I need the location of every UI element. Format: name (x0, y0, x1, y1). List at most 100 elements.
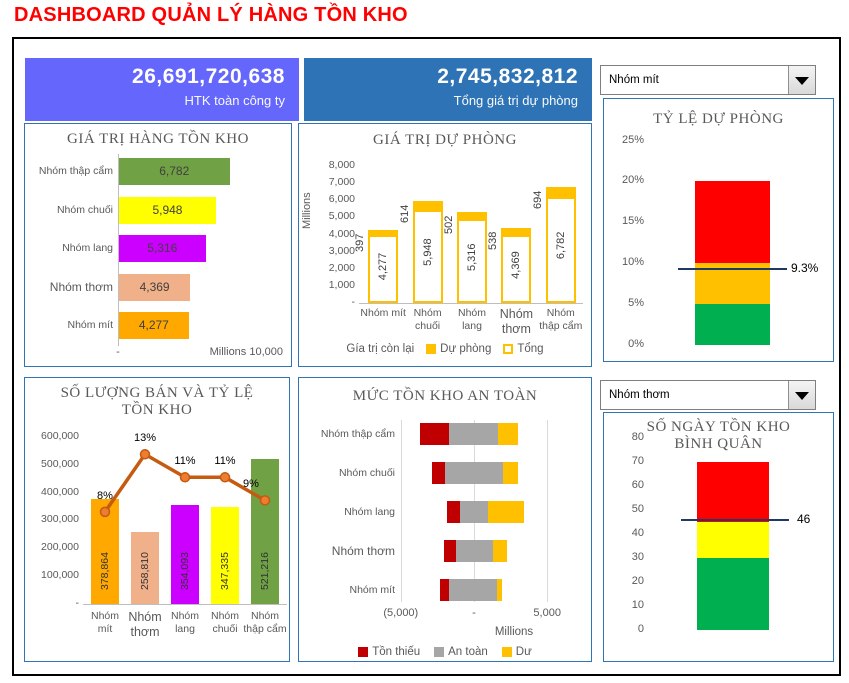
du-phong-value-label: 694 (531, 190, 544, 209)
combo-plot-area: 600,000 500,000 400,000 300,000 200,000 100,0… (25, 378, 289, 661)
y-tick-label: 15% (621, 215, 644, 228)
bar: 378,864 (91, 498, 119, 604)
legend-item: An toàn (434, 646, 488, 658)
y-tick-label: 100,000 (41, 569, 79, 582)
x-category-label: Nhóm chuối (413, 307, 442, 332)
chart-title: SỐ NGÀY TỒN KHO BÌNH QUÂN (646, 419, 791, 453)
safety-plot-area: Nhóm thập cẩm Nhóm chuối Nhóm lang Nhóm thơ… (299, 378, 591, 661)
chevron-down-icon (795, 392, 809, 400)
line-marker (139, 449, 151, 460)
kpi-htk-label: HTK toàn công ty (184, 93, 285, 108)
x-category-label: Nhóm lang (457, 307, 486, 332)
segment-du (498, 423, 518, 445)
htk-plot-area: Nhóm thập cẩm 6,782 Nhóm chuối 5,948 Nhóm la… (25, 124, 291, 366)
kpi-du-phong-value: 2,745,832,812 (437, 65, 578, 88)
y-tick-label: 60 (631, 479, 644, 492)
panel-so-luong-ban: SỐ LƯỢNG BÁN VÀ TỶ LỆ TỒN KHO 600,000 500… (24, 377, 290, 662)
y-tick-label: 10 (631, 599, 644, 612)
tong-value-label: 6,782 (554, 231, 567, 259)
segment-ton-thieu (447, 501, 461, 523)
group-dropdown-top[interactable]: Nhóm mít (600, 65, 816, 95)
legend-item: Tồn thiếu (358, 646, 420, 658)
bar: 4,277 (119, 312, 189, 339)
y-tick-label: 2,000 (328, 261, 355, 274)
bar-value-label: 347,335 (219, 552, 231, 590)
y-tick-label: - (75, 596, 80, 609)
y-axis-line (118, 154, 119, 346)
y-tick-label: 0% (628, 337, 644, 350)
bar-value-label: 521,216 (259, 552, 271, 590)
panel-ty-le-du-phong: TỶ LỆ DỰ PHÒNG 25% 20% 15% 10% 5% 0% 9.3% (603, 98, 834, 362)
zone-segment (697, 462, 769, 523)
panel-so-ngay-ton-kho: SỐ NGÀY TỒN KHO BÌNH QUÂN 80 70 60 50 40 30 20… (603, 412, 834, 662)
x-tick-label: (5,000) (383, 607, 419, 619)
bar: 5,948 (119, 196, 216, 224)
group-dropdown-bottom[interactable]: Nhóm thơm (600, 380, 816, 410)
legend-label: Tồn thiếu (372, 646, 421, 658)
group-dropdown-top-button[interactable] (788, 66, 815, 94)
segment-an-toan (448, 579, 498, 601)
legend-item: Gía trị còn lại (346, 343, 414, 355)
tong-value-label: 5,948 (421, 238, 434, 266)
category-label: Nhóm lang (62, 242, 113, 254)
x-category-label: Nhóm thập cẩm (243, 610, 287, 635)
bar: 6,782 (119, 158, 230, 185)
legend-item: Dự phòng (426, 343, 491, 355)
x-category-label: Nhóm thơm (128, 610, 162, 639)
bar: 354,093 (171, 505, 199, 604)
y-tick-label: 20% (621, 174, 644, 187)
threshold-line (678, 267, 787, 271)
du-phong-plot-area: Millions 8,000 7,000 6,000 5,000 4,000 3,000 2,… (299, 124, 591, 366)
legend-swatch (426, 344, 437, 354)
y-tick-label: 10% (621, 256, 644, 269)
x-axis-right-labels: Millions 10,000 (209, 346, 283, 358)
du-phong-value-label: 397 (354, 233, 367, 252)
threshold-line (681, 518, 789, 522)
y-tick-label: 200,000 (41, 541, 79, 554)
line-value-label: 11% (214, 455, 236, 468)
legend-swatch (358, 647, 369, 657)
chart-title: SỐ LƯỢNG BÁN VÀ TỶ LỆ TỒN KHO (60, 385, 254, 419)
value-label: 4,277 (138, 318, 169, 332)
segment-ton-thieu (443, 540, 456, 562)
group-dropdown-bottom-button[interactable] (788, 381, 815, 409)
panel-muc-ton-kho-an-toan: MỨC TỒN KHO AN TOÀN Nhóm thập cẩm Nhóm ch… (298, 377, 592, 662)
du-phong-segment (459, 213, 485, 221)
bar-value-label: 354,093 (179, 552, 191, 590)
threshold-value-label: 9.3% (791, 260, 819, 275)
y-tick-label: 40 (631, 527, 644, 540)
y-tick-label: 300,000 (41, 513, 79, 526)
segment-du (487, 501, 524, 523)
legend-item: Tổng (503, 343, 544, 355)
y-tick-label: 0 (637, 623, 644, 635)
x-category-label: Nhóm thập cẩm (539, 307, 583, 332)
segment-du (502, 462, 519, 484)
value-label: 5,948 (152, 202, 183, 217)
kpi-card-htk: 26,691,720,638 HTK toàn công ty (25, 58, 299, 121)
line-marker (179, 472, 191, 483)
stacked-bar: 6,782 (545, 186, 576, 303)
segment-du (497, 579, 503, 601)
category-label: Nhóm thơm (331, 544, 395, 558)
chart-title: MỨC TỒN KHO AN TOÀN (352, 388, 538, 404)
y-tick-label: 8,000 (328, 159, 355, 171)
x-category-label: Nhóm thơm (499, 307, 534, 336)
threshold-value-label: 46 (797, 511, 811, 526)
x-category-label: Nhóm lang (170, 610, 199, 635)
y-tick-label: 5,000 (328, 210, 355, 223)
dashboard-frame: 26,691,720,638 HTK toàn công ty 2,745,83… (12, 37, 841, 676)
y-tick-label: 500,000 (41, 457, 79, 470)
du-phong-segment (503, 230, 530, 238)
y-tick-label: 6,000 (328, 193, 355, 206)
segment-an-toan (449, 423, 499, 445)
legend-swatch (434, 647, 445, 657)
y-tick-label: 7,000 (328, 176, 355, 189)
chart-title: GIÁ TRỊ DỰ PHÒNG (373, 132, 517, 148)
bar-value-label: 258,810 (139, 552, 151, 590)
x-tick-label: - (472, 607, 476, 619)
kpi-card-du-phong: 2,745,832,812 Tổng giá trị dự phòng (304, 58, 592, 121)
grid-line (400, 420, 402, 602)
y-tick-label: 1,000 (328, 278, 355, 291)
legend-swatch (503, 344, 514, 354)
gauge1-plot-area: 25% 20% 15% 10% 5% 0% 9.3% (604, 99, 833, 361)
